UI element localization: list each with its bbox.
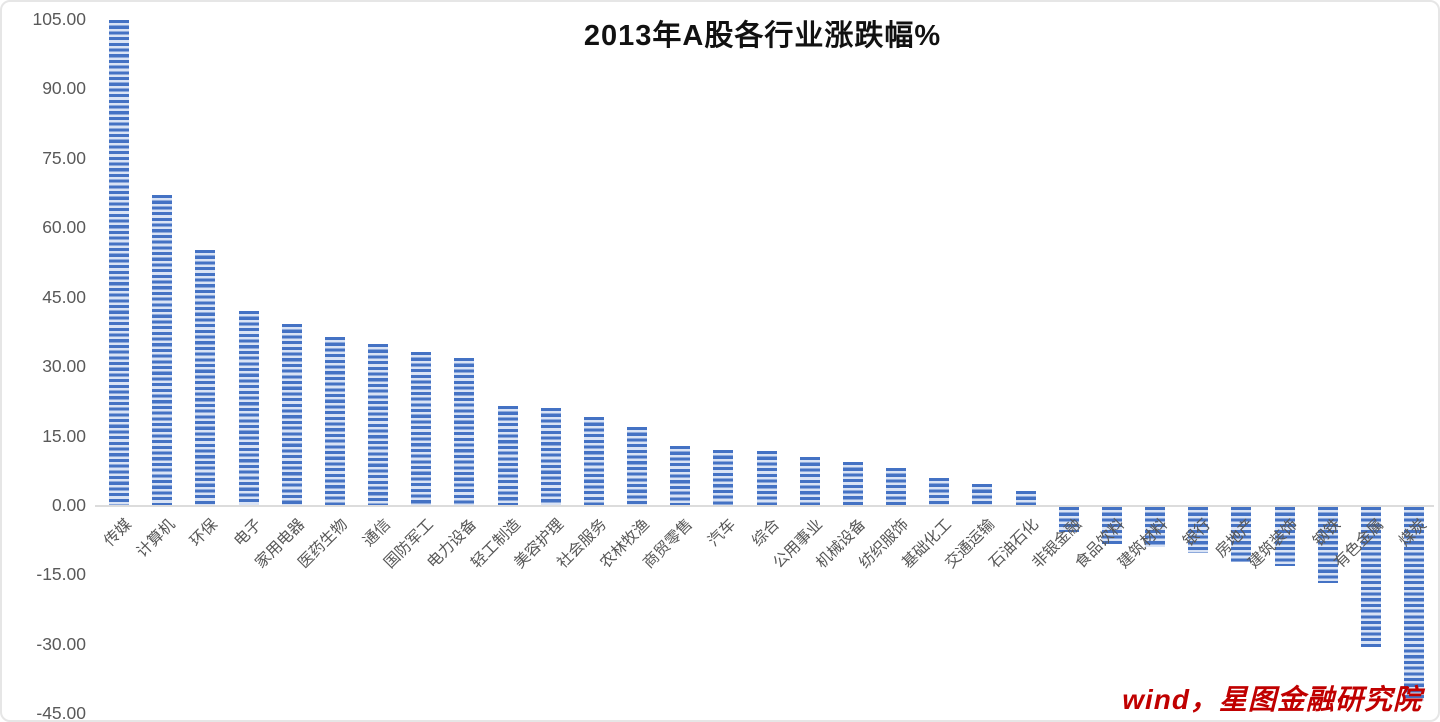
category-label: 通信 <box>360 516 395 550</box>
chart-title: 2013年A股各行业涨跌幅% <box>583 20 942 52</box>
bar <box>1404 507 1424 702</box>
category-label: 环保 <box>187 516 222 550</box>
bar <box>1058 507 1079 533</box>
bar <box>929 478 950 505</box>
y-axis-tick-label: -30.00 <box>36 633 86 654</box>
bar <box>886 467 906 505</box>
category-label: 煤炭 <box>1396 516 1431 550</box>
bar <box>583 417 604 505</box>
category-label: 汽车 <box>705 516 740 550</box>
bar <box>1145 507 1165 548</box>
y-axis-tick-label: -15.00 <box>36 564 86 585</box>
bar <box>152 194 173 505</box>
bar <box>540 407 561 505</box>
bar <box>497 405 518 505</box>
bar <box>324 336 345 505</box>
bar <box>1274 507 1295 566</box>
y-axis-tick-label: 0.00 <box>51 495 86 515</box>
category-label: 钢铁 <box>1309 516 1344 550</box>
bar <box>1188 507 1209 554</box>
y-axis-tick-label: 15.00 <box>42 425 86 446</box>
bar <box>1015 491 1036 505</box>
x-axis-line <box>95 505 1434 507</box>
category-label: 计算机 <box>133 516 179 561</box>
bar <box>713 449 734 505</box>
bar <box>411 352 432 505</box>
source-watermark: wind，星图金融研究院 <box>1122 684 1422 715</box>
bar <box>109 19 129 505</box>
bar <box>238 310 259 505</box>
bar <box>1101 507 1122 545</box>
bar <box>627 427 647 505</box>
y-axis-tick-label: 45.00 <box>42 286 86 307</box>
bar <box>195 249 216 505</box>
y-axis-tick-label: -45.00 <box>36 703 86 722</box>
y-axis-tick-label: 60.00 <box>42 217 86 238</box>
bar <box>972 483 993 505</box>
category-label: 银行 <box>1180 516 1215 550</box>
y-axis-tick-label: 90.00 <box>42 78 86 99</box>
category-label: 传媒 <box>101 516 136 550</box>
y-axis-tick-label: 75.00 <box>42 147 86 168</box>
bar <box>368 343 388 505</box>
y-axis-tick-label: 105.00 <box>32 9 86 29</box>
bar <box>670 446 691 505</box>
bar <box>281 323 302 505</box>
bar <box>1360 507 1381 647</box>
bar <box>454 358 475 505</box>
category-label: 综合 <box>748 516 783 550</box>
bar <box>1231 507 1252 563</box>
bar <box>842 461 863 505</box>
category-label: 电子 <box>230 516 265 550</box>
y-axis-tick-label: 30.00 <box>42 356 86 377</box>
bar <box>1317 507 1338 584</box>
bar <box>756 450 777 505</box>
bar <box>799 456 820 505</box>
